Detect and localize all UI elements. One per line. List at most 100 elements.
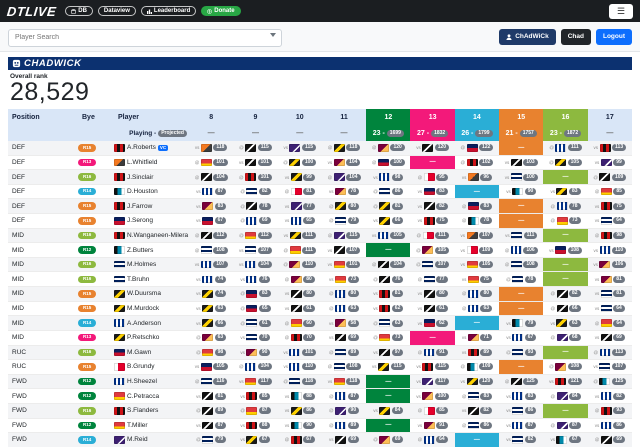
app-logo[interactable]: DTLIVE (6, 3, 58, 19)
round-cell: vs 58 (322, 316, 366, 330)
round-cell: @111 (410, 229, 454, 243)
opponent-prefix: vs (284, 393, 290, 399)
bye-cell: R15 (78, 199, 114, 213)
score-badge: 105 (390, 231, 405, 239)
opponent-prefix: @ (371, 159, 377, 165)
round-cell: vs 74 (189, 287, 233, 301)
player-name[interactable]: P.Retschko (127, 334, 160, 342)
nav-donate-button[interactable]: $ Donate (201, 6, 241, 16)
round-cell: vs 103 (499, 156, 543, 170)
round-cell: vs 61 (278, 302, 322, 316)
score-badge: 111 (567, 144, 582, 152)
opponent-flag-icon (335, 187, 346, 196)
score-badge: 98 (391, 173, 404, 181)
opponent-prefix: @ (549, 364, 554, 370)
opponent-flag-icon (377, 231, 389, 240)
round-projection: 23 -1699 (366, 125, 410, 141)
score-badge: 78 (480, 217, 492, 225)
round-cell: @79 (322, 214, 366, 228)
round-projection: — (251, 129, 259, 137)
position-cell: RUC (12, 348, 27, 356)
opponent-prefix: @ (373, 320, 378, 326)
opponent-flag-icon (202, 436, 214, 444)
opponent-flag-icon (600, 158, 612, 167)
round-cell: — (410, 155, 455, 170)
opponent-prefix: vs (373, 218, 378, 224)
nav-dataview-button[interactable]: Dataview (97, 6, 136, 16)
score-badge: 121 (567, 378, 582, 386)
round-cell: vs 81 (588, 287, 632, 301)
team-flag-icon (114, 231, 125, 240)
round-cell: vs 70 (233, 331, 277, 345)
player-name[interactable]: W.Duursma (127, 290, 161, 298)
overall-rank-value: 28,529 (10, 78, 90, 106)
score-badge: 118 (213, 144, 228, 152)
player-name[interactable]: S.Flanders (127, 407, 159, 415)
player-name[interactable]: D.Houston (127, 188, 158, 196)
player-name[interactable]: M.Murdock (127, 305, 160, 312)
player-name[interactable]: A.Anderson (127, 319, 161, 327)
round-projection: 23 -1872 (543, 125, 587, 141)
opponent-prefix: @ (283, 159, 288, 165)
opponent-flag-icon (511, 231, 523, 240)
round-cell: @122 (455, 141, 499, 155)
opponent-flag-icon (246, 333, 258, 342)
opponent-flag-icon (379, 173, 391, 181)
score-badge: 95 (436, 173, 448, 181)
menu-toggle-button[interactable]: ☰ (609, 3, 633, 19)
player-name[interactable]: T.Miller (127, 421, 148, 429)
opponent-prefix: vs (284, 174, 290, 180)
opponent-flag-icon (290, 304, 302, 313)
logout-button[interactable]: Logout (595, 28, 632, 45)
chevron-down-icon[interactable] (270, 33, 276, 38)
nav-leaderboard-button[interactable]: Leaderboard (140, 6, 197, 16)
bye-badge: R15 (78, 202, 97, 210)
nav-db-button[interactable]: DB (65, 6, 93, 16)
score-badge: 110 (612, 246, 627, 254)
position-cell: FWD (12, 421, 27, 429)
round-header-12: 12 23 -1699 (366, 109, 411, 141)
opponent-prefix: vs (239, 159, 244, 165)
score-badge: 86 (480, 421, 492, 429)
player-name[interactable]: N.Wanganeen-Milera (127, 231, 189, 239)
opponent-prefix: vs (594, 159, 600, 165)
score-badge: 69 (613, 334, 625, 342)
user-button[interactable]: Chad (560, 28, 591, 45)
score-badge: 90 (524, 188, 537, 196)
player-search-input[interactable] (8, 28, 282, 47)
opponent-flag-icon (246, 421, 258, 430)
team-account-button[interactable]: ChAdWiCk (499, 28, 556, 45)
opponent-flag-icon (510, 173, 522, 181)
round-cell: vs 86 (278, 404, 322, 418)
opponent-flag-icon (379, 202, 391, 210)
player-name[interactable]: M.Gawn (127, 348, 152, 356)
player-name[interactable]: B.Grundy (127, 363, 155, 371)
player-name[interactable]: M.Reid (127, 436, 148, 444)
player-name[interactable]: A.Roberts (127, 144, 156, 152)
player-name[interactable]: J.Sinclair (127, 173, 154, 181)
score-badge: 81 (303, 188, 315, 196)
opponent-prefix: vs (196, 393, 201, 399)
opponent-prefix: @ (460, 159, 466, 165)
round-number: 10 (295, 113, 304, 121)
player-name[interactable]: M.Holmes (127, 261, 157, 269)
round-proj-badge: 1799 (475, 129, 493, 137)
opponent-flag-icon (556, 319, 568, 327)
player-name[interactable]: H.Sheezel (127, 378, 157, 386)
round-cell: @81 (278, 185, 322, 199)
opponent-prefix: @ (550, 422, 556, 428)
opponent-prefix: vs (417, 189, 423, 195)
bye-badge: R12 (78, 246, 97, 254)
player-name[interactable]: C.Petracca (127, 392, 160, 400)
score-badge: 86 (391, 188, 404, 196)
player-name[interactable]: L.Whitfield (127, 158, 158, 166)
opponent-prefix: vs (550, 320, 555, 326)
round-cell: vs 106 (588, 258, 632, 272)
opponent-flag-icon (379, 290, 391, 298)
player-name[interactable]: T.Bruhn (127, 275, 150, 283)
player-name[interactable]: J.Serong (127, 217, 154, 225)
round-cell: @93 (588, 404, 632, 418)
player-name[interactable]: J.Farrow (127, 202, 153, 210)
score-badge: 64 (436, 436, 448, 444)
player-name[interactable]: Z.Butters (127, 246, 154, 254)
